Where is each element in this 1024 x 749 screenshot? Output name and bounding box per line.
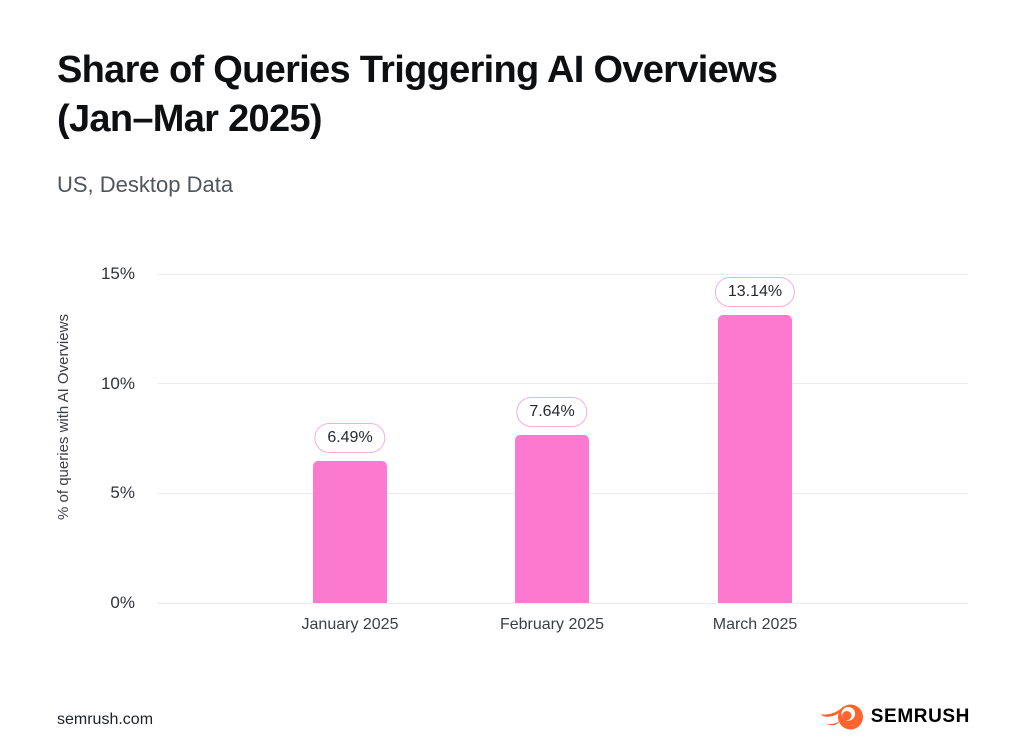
page-title-line2: (Jan–Mar 2025): [57, 98, 322, 140]
bar-value-pill: 7.64%: [516, 397, 588, 428]
bar: [313, 460, 387, 603]
x-tick-label: March 2025: [712, 616, 798, 633]
page-subtitle: US, Desktop Data: [57, 172, 234, 197]
bar: [718, 314, 792, 603]
y-axis-title: % of queries with AI Overviews: [55, 314, 72, 520]
page-title: Share of Queries Triggering AI Overviews…: [57, 46, 778, 144]
page-title-line1: Share of Queries Triggering AI Overviews: [57, 49, 778, 91]
semrush-logo: SEMRUSH: [820, 702, 970, 732]
y-tick-label: 5%: [110, 483, 135, 503]
bar: [515, 435, 589, 603]
x-tick-label: February 2025: [499, 616, 605, 633]
gridline: [157, 602, 968, 604]
source-url: semrush.com: [57, 711, 154, 728]
y-tick-label: 10%: [100, 373, 135, 393]
bar-value-pill: 6.49%: [314, 422, 386, 453]
y-tick-label: 0%: [110, 593, 135, 612]
gridline: [157, 383, 968, 385]
bar-value-pill: 13.14%: [714, 276, 796, 307]
semrush-flame-icon: [820, 704, 863, 730]
x-tick-label: January 2025: [301, 616, 399, 633]
gridline: [157, 273, 968, 275]
semrush-wordmark: SEMRUSH: [870, 706, 970, 727]
y-tick-label: 15%: [100, 264, 135, 283]
